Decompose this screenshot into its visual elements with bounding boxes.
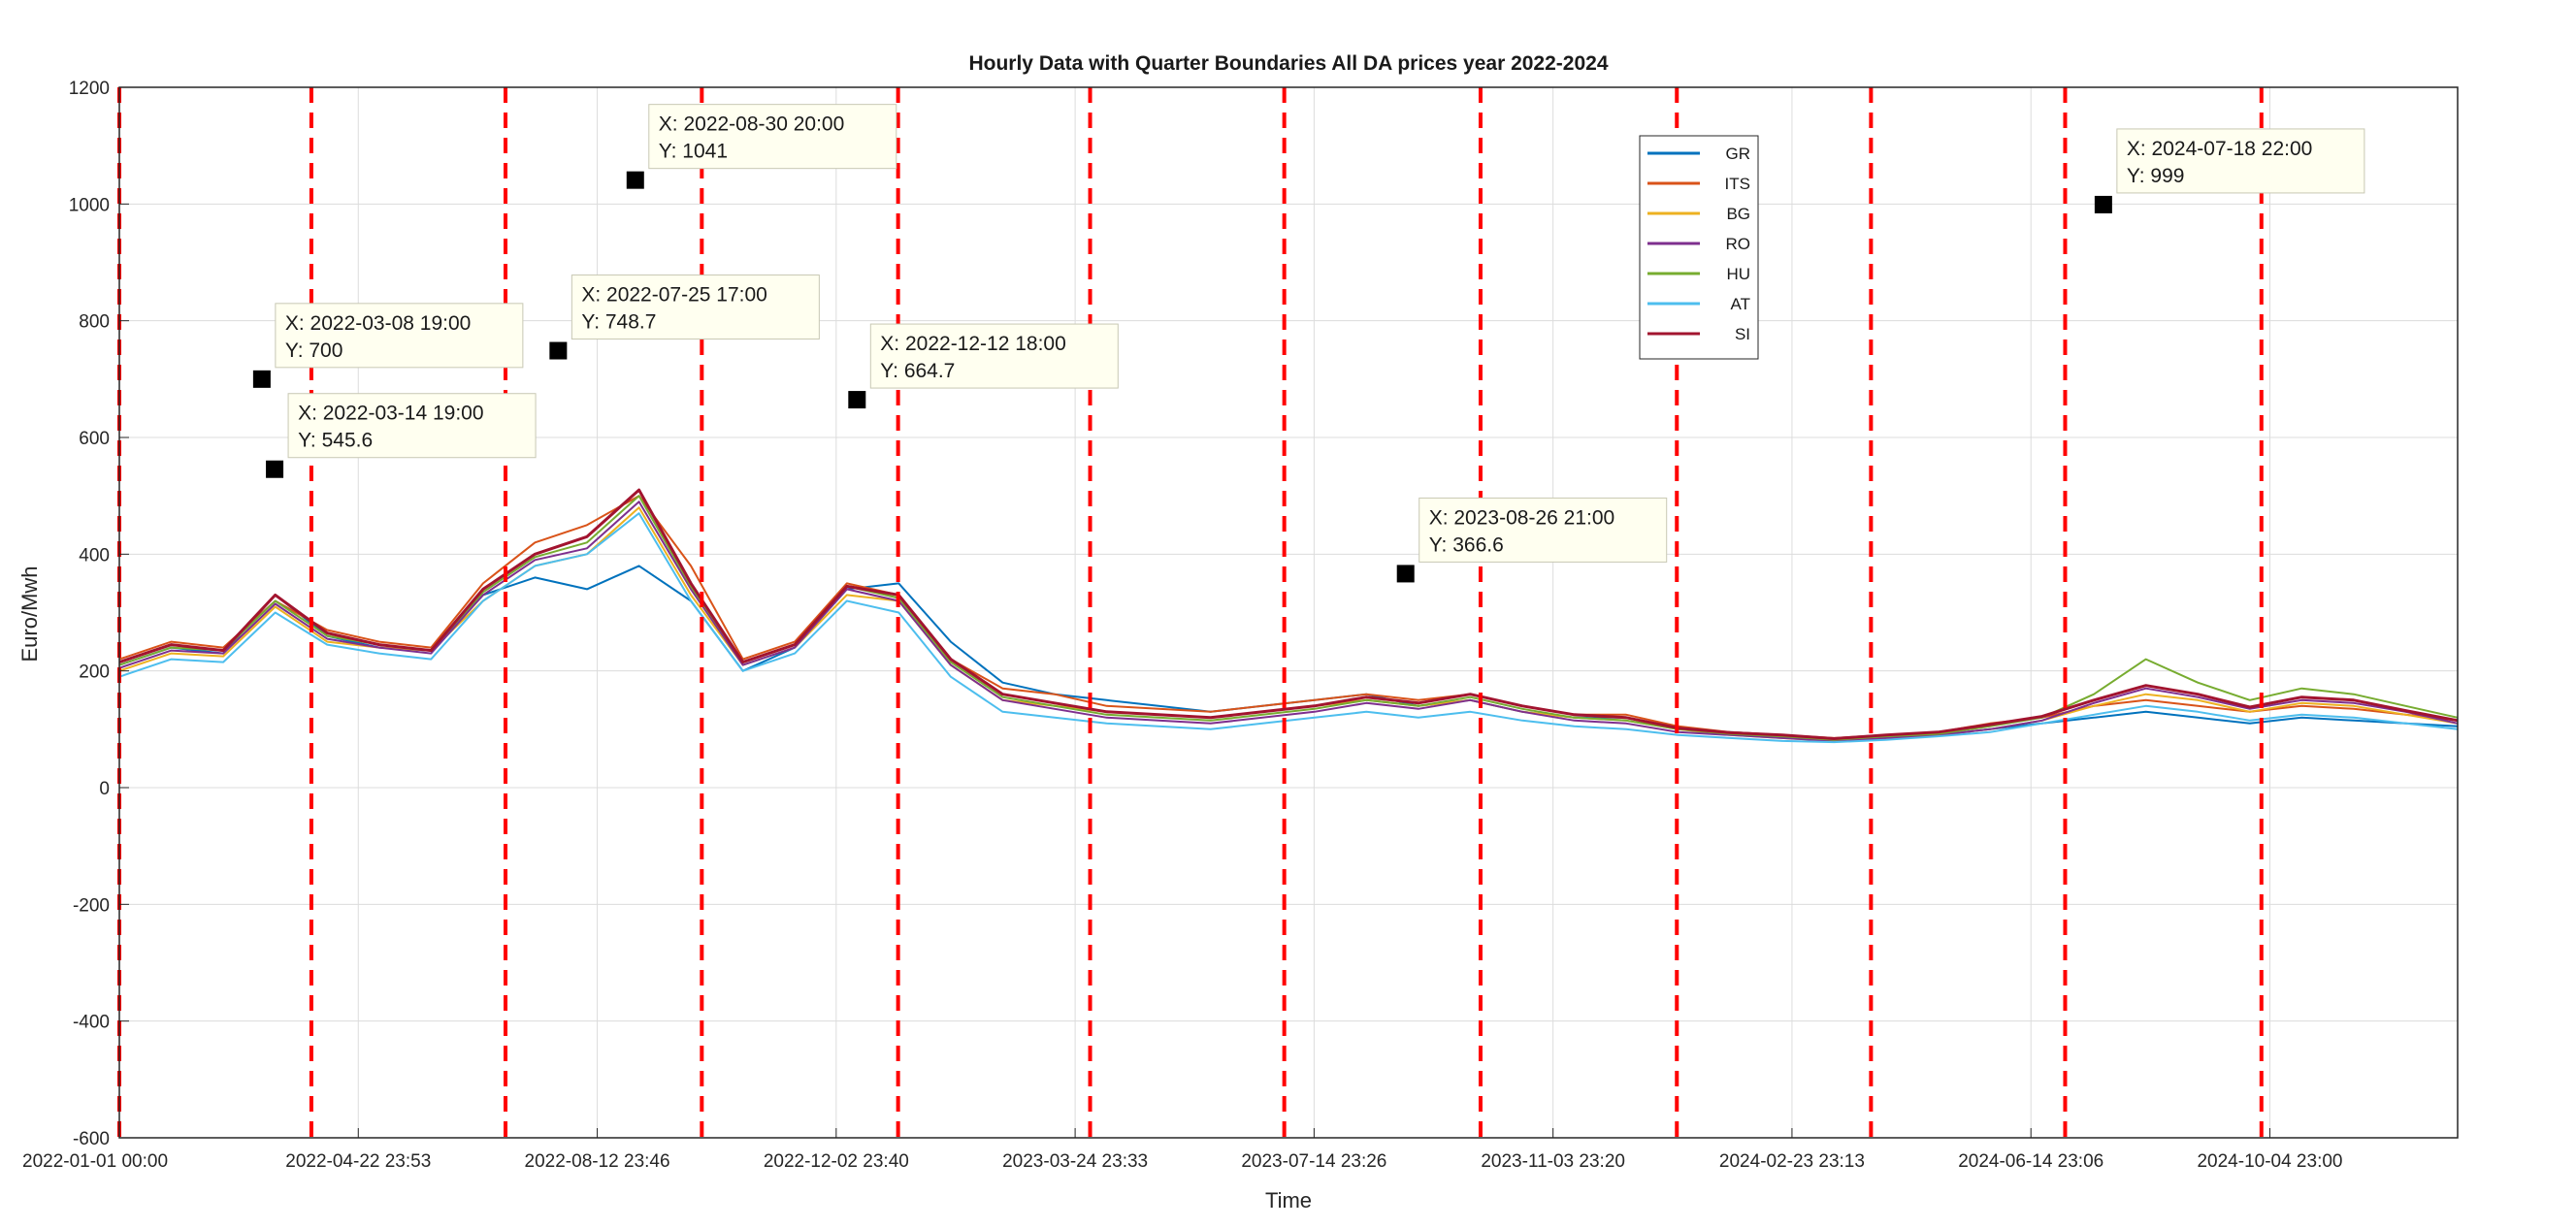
y-tick-label: 400 bbox=[79, 545, 110, 566]
legend-entry-si: SI bbox=[1647, 325, 1750, 343]
data-tip[interactable]: X: 2024-07-18 22:00 Y: 999 bbox=[2094, 128, 2365, 213]
x-tick-label: 2024-10-04 23:00 bbox=[2197, 1151, 2342, 1172]
x-axis-label: Time bbox=[1265, 1188, 1312, 1212]
x-tick-label: 2022-01-01 00:00 bbox=[22, 1151, 168, 1172]
data-tip-marker[interactable] bbox=[2094, 195, 2112, 213]
data-tip-marker[interactable] bbox=[848, 391, 866, 409]
data-tip-x-label: X: 2022-03-08 19:00 bbox=[285, 312, 471, 335]
data-tip-y-label: Y: 748.7 bbox=[581, 311, 656, 334]
series-line-hu bbox=[118, 495, 2459, 741]
legend-entry-its: ITS bbox=[1647, 175, 1750, 193]
legend-label: SI bbox=[1735, 325, 1750, 343]
y-tick-label: 200 bbox=[79, 662, 110, 683]
data-tip-box bbox=[869, 323, 1119, 389]
legend-items: GR ITS BG RO HU AT SI bbox=[1647, 145, 1750, 343]
legend-entry-bg: BG bbox=[1647, 205, 1750, 223]
y-tick-label: -200 bbox=[73, 895, 110, 916]
y-tick-label: 1000 bbox=[69, 195, 110, 215]
legend-label: AT bbox=[1731, 295, 1750, 313]
y-tick-label: 800 bbox=[79, 312, 110, 333]
legend: GR ITS BG RO HU AT SI bbox=[1639, 135, 1759, 360]
data-tip[interactable]: X: 2022-12-12 18:00 Y: 664.7 bbox=[848, 323, 1119, 409]
x-tick-label: 2023-07-14 23:26 bbox=[1241, 1151, 1386, 1172]
legend-label: GR bbox=[1726, 145, 1751, 163]
data-tip-marker[interactable] bbox=[1396, 565, 1415, 583]
legend-label: ITS bbox=[1725, 175, 1750, 193]
data-tip-marker[interactable] bbox=[252, 370, 271, 388]
data-tip-y-label: Y: 1041 bbox=[659, 141, 728, 163]
data-tip-x-label: X: 2022-03-14 19:00 bbox=[298, 403, 483, 425]
data-tip-x-label: X: 2024-07-18 22:00 bbox=[2127, 138, 2312, 160]
y-tick-label: 600 bbox=[79, 429, 110, 449]
chart-title: Hourly Data with Quarter Boundaries All … bbox=[968, 52, 1608, 75]
data-tip-y-label: Y: 700 bbox=[285, 339, 343, 362]
x-tick-label: 2022-08-12 23:46 bbox=[525, 1151, 670, 1172]
x-tick-label: 2024-02-23 23:13 bbox=[1719, 1151, 1865, 1172]
legend-label: HU bbox=[1726, 265, 1750, 283]
series-lines bbox=[118, 488, 2459, 744]
legend-label: BG bbox=[1726, 205, 1750, 223]
data-tip-marker[interactable] bbox=[626, 171, 644, 189]
series-line-ro bbox=[118, 501, 2459, 742]
legend-label: RO bbox=[1726, 235, 1751, 253]
data-tip-y-label: Y: 545.6 bbox=[298, 430, 373, 452]
y-tick-label: -600 bbox=[73, 1129, 110, 1149]
x-tick-label: 2024-06-14 23:06 bbox=[1958, 1151, 2103, 1172]
data-tip-x-label: X: 2022-12-12 18:00 bbox=[880, 333, 1065, 355]
data-tips: X: 2022-03-08 19:00 Y: 700 X: 2022-03-14 1… bbox=[252, 104, 2365, 583]
y-axis-ticks: -600 -400 -200 0 200 400 600 800 1000 1200 bbox=[69, 79, 129, 1149]
legend-entry-gr: GR bbox=[1647, 145, 1750, 163]
x-tick-label: 2023-11-03 23:20 bbox=[1481, 1151, 1625, 1172]
legend-entry-at: AT bbox=[1647, 295, 1750, 313]
x-tick-label: 2022-04-22 23:53 bbox=[285, 1151, 431, 1172]
data-tip-marker[interactable] bbox=[266, 460, 284, 478]
plot-frame bbox=[118, 86, 2459, 1139]
data-tip-y-label: Y: 664.7 bbox=[880, 360, 955, 382]
series-line-at bbox=[118, 512, 2459, 744]
data-tip-box bbox=[2116, 128, 2365, 194]
data-tip-box bbox=[275, 303, 524, 369]
data-tip[interactable]: X: 2022-08-30 20:00 Y: 1041 bbox=[626, 104, 897, 189]
y-tick-label: 1200 bbox=[69, 79, 110, 99]
plot-background bbox=[119, 87, 2458, 1138]
x-tick-label: 2023-03-24 23:33 bbox=[1002, 1151, 1148, 1172]
data-tip-box bbox=[287, 393, 537, 459]
x-axis-ticks: 2022-01-01 00:00 2022-04-22 23:53 2022-08-… bbox=[22, 1128, 2342, 1172]
data-tip-x-label: X: 2022-07-25 17:00 bbox=[581, 284, 766, 307]
y-tick-label: -400 bbox=[73, 1013, 110, 1033]
data-tip[interactable]: X: 2023-08-26 21:00 Y: 366.6 bbox=[1396, 497, 1668, 583]
data-tip[interactable]: X: 2022-03-14 19:00 Y: 545.6 bbox=[266, 393, 537, 478]
data-tip-x-label: X: 2022-08-30 20:00 bbox=[659, 113, 844, 136]
series-line-si bbox=[118, 488, 2459, 740]
data-tip-box bbox=[571, 275, 820, 340]
data-tip[interactable]: X: 2022-07-25 17:00 Y: 748.7 bbox=[549, 275, 820, 360]
y-axis-label: Euro/Mwh bbox=[17, 566, 42, 662]
data-tip-x-label: X: 2023-08-26 21:00 bbox=[1429, 506, 1614, 529]
data-tip-y-label: Y: 999 bbox=[2127, 165, 2185, 187]
legend-box bbox=[1639, 135, 1759, 360]
data-tip-y-label: Y: 366.6 bbox=[1429, 533, 1504, 556]
legend-entry-hu: HU bbox=[1647, 265, 1750, 283]
data-tip-box bbox=[1418, 497, 1668, 563]
data-tip-marker[interactable] bbox=[549, 341, 568, 360]
data-tip[interactable]: X: 2022-03-08 19:00 Y: 700 bbox=[252, 303, 524, 388]
legend-entry-ro: RO bbox=[1647, 235, 1750, 253]
x-tick-label: 2022-12-02 23:40 bbox=[764, 1151, 909, 1172]
data-tip-box bbox=[648, 104, 897, 170]
y-tick-label: 0 bbox=[99, 779, 110, 799]
